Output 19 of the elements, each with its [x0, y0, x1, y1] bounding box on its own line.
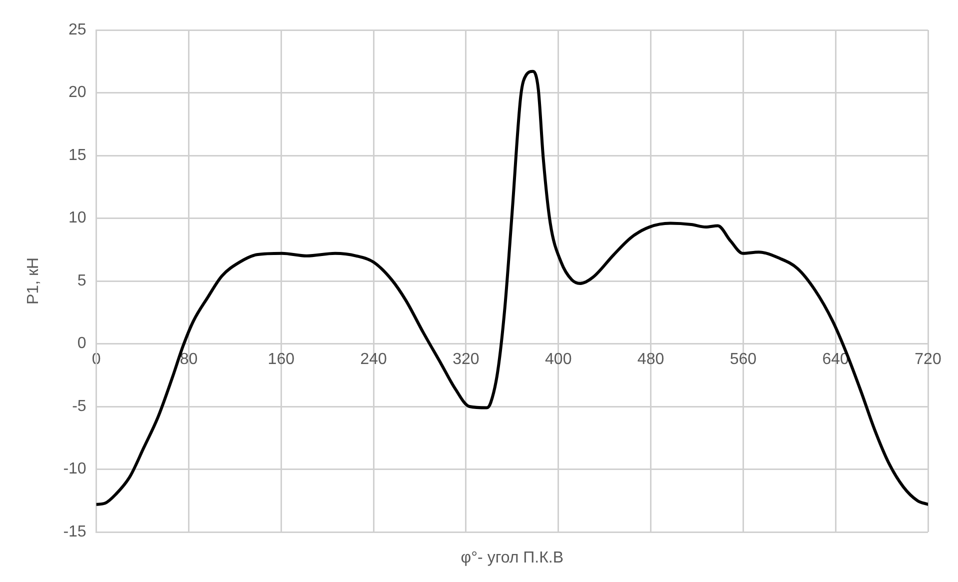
- y-tick-label: 10: [68, 210, 86, 227]
- y-tick-label: 20: [68, 84, 86, 102]
- y-tick-label: 25: [68, 21, 86, 38]
- x-tick-label: 560: [730, 350, 757, 368]
- x-axis-title: φ°- угол П.К.В: [460, 549, 564, 566]
- y-tick-label: 5: [77, 272, 86, 290]
- x-tick-label: 480: [637, 350, 664, 368]
- x-tick-label: 160: [268, 350, 295, 368]
- y-tick-label: -10: [63, 460, 86, 478]
- x-tick-label: 720: [914, 350, 942, 368]
- x-tick-label: 320: [452, 350, 480, 368]
- y-tick-label: -15: [63, 523, 86, 540]
- x-tick-label: 240: [360, 350, 387, 368]
- y-tick-label: 0: [77, 335, 86, 352]
- x-tick-label: 80: [180, 350, 198, 368]
- y-axis-title: P1, кН: [25, 257, 42, 305]
- x-tick-label: 400: [545, 350, 572, 368]
- y-tick-label: -5: [72, 398, 86, 415]
- y-tick-label: 15: [68, 146, 86, 164]
